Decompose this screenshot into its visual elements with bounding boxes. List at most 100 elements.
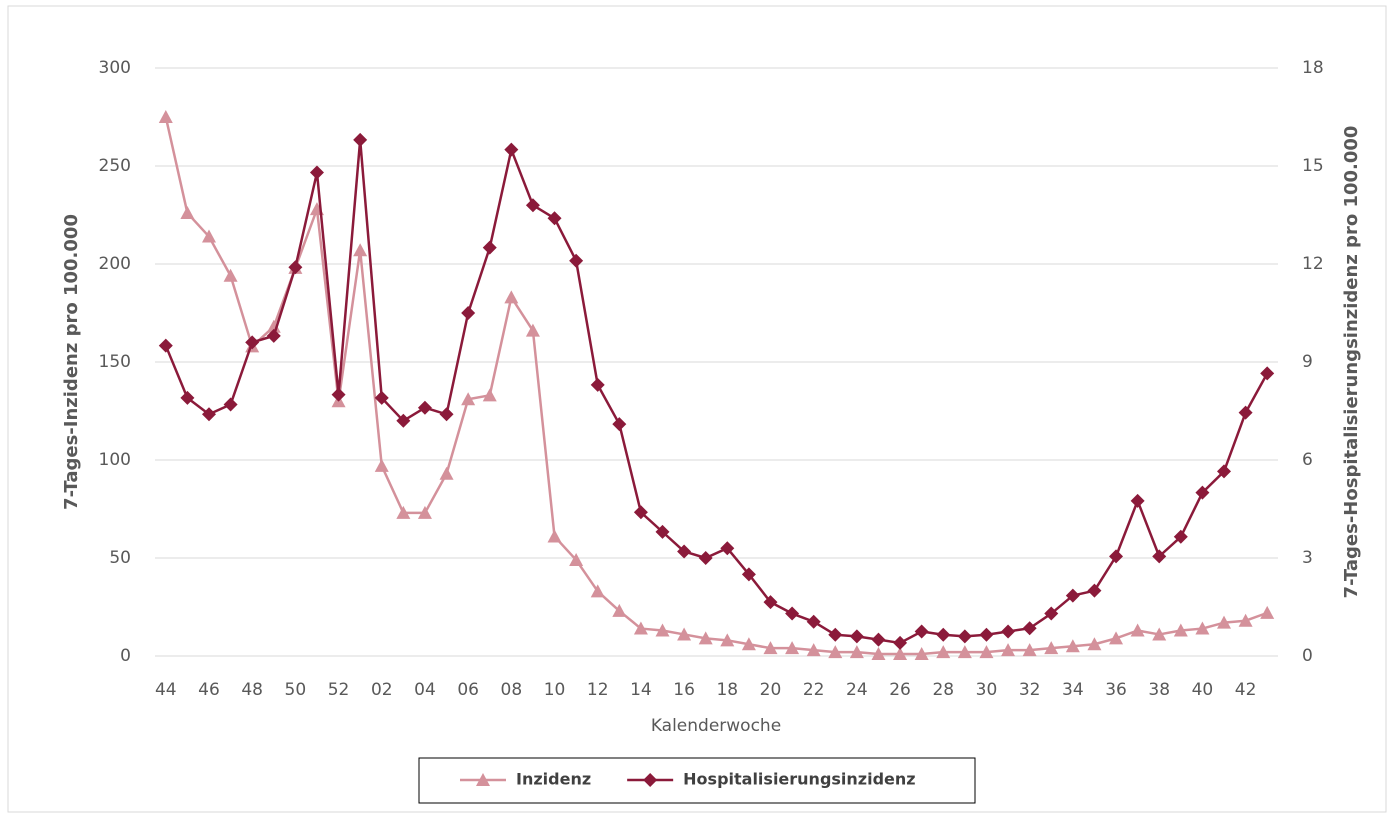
x-tick-label: 28 — [932, 680, 954, 700]
y-axis-title: 7-Tages-Inzidenz pro 100.000 — [61, 214, 82, 510]
data-point — [1217, 615, 1232, 629]
x-tick-label: 10 — [544, 680, 566, 700]
data-point — [849, 629, 864, 644]
x-tick-label: 34 — [1062, 680, 1084, 700]
data-point — [677, 627, 692, 641]
x-tick-label: 08 — [501, 680, 523, 700]
legend-label: Inzidenz — [516, 770, 591, 789]
data-point — [655, 623, 670, 637]
y2-tick-label: 12 — [1302, 254, 1324, 274]
data-point — [590, 584, 605, 598]
data-point — [957, 629, 972, 644]
data-point — [763, 595, 778, 610]
data-point — [482, 388, 497, 402]
y2-tick-label: 3 — [1302, 548, 1313, 568]
data-point — [1109, 549, 1124, 564]
data-point — [1260, 605, 1275, 619]
data-point — [893, 647, 908, 661]
data-point — [1001, 643, 1016, 657]
y-tick-label: 100 — [99, 450, 131, 470]
data-point — [979, 645, 994, 659]
data-point — [914, 647, 929, 661]
data-point — [1130, 623, 1145, 637]
legend-label: Hospitalisierungsinzidenz — [683, 770, 915, 789]
chart-frame — [7, 5, 1387, 813]
data-point — [1173, 529, 1188, 544]
data-point — [223, 397, 238, 412]
data-point — [828, 627, 843, 642]
data-point — [633, 505, 648, 520]
data-point — [504, 142, 519, 157]
data-point — [1065, 588, 1080, 603]
data-point — [417, 400, 432, 415]
data-point — [547, 529, 562, 543]
y-tick-label: 0 — [120, 646, 131, 666]
data-point — [223, 268, 238, 282]
x-tick-label: 12 — [587, 680, 609, 700]
data-point — [482, 240, 497, 255]
data-point — [633, 621, 648, 635]
x-tick-label: 46 — [198, 680, 220, 700]
data-point — [569, 552, 584, 566]
data-point — [979, 627, 994, 642]
data-point — [547, 211, 562, 226]
data-point — [396, 505, 411, 519]
data-point — [698, 551, 713, 565]
x-tick-label: 44 — [155, 680, 177, 700]
data-point — [806, 614, 821, 629]
data-point — [785, 641, 800, 655]
data-point — [201, 229, 216, 243]
data-point — [201, 407, 216, 422]
y2-tick-label: 6 — [1302, 450, 1313, 470]
x-tick-label: 52 — [328, 680, 350, 700]
data-point — [720, 541, 735, 556]
data-point — [439, 407, 454, 422]
data-point — [525, 198, 540, 213]
data-point — [1001, 624, 1016, 639]
data-point — [504, 290, 519, 304]
data-point — [1152, 549, 1167, 564]
x-tick-label: 26 — [889, 680, 911, 700]
data-point — [1173, 623, 1188, 637]
data-point — [158, 110, 173, 123]
data-point — [245, 335, 260, 350]
data-point — [590, 377, 605, 392]
y2-axis-title: 7-Tages-Hospitalisierungsinzidenz pro 10… — [1341, 126, 1362, 599]
data-point — [1044, 641, 1059, 655]
data-point — [893, 635, 908, 650]
data-point — [1087, 637, 1102, 651]
y2-tick-label: 18 — [1302, 58, 1324, 78]
data-point — [871, 647, 886, 661]
x-axis-title: Kalenderwoche — [651, 716, 781, 736]
data-point — [936, 645, 951, 659]
data-point — [1152, 627, 1167, 641]
data-point — [1130, 493, 1145, 508]
data-point — [1044, 606, 1059, 621]
data-point — [374, 458, 389, 472]
x-tick-label: 38 — [1148, 680, 1170, 700]
data-point — [353, 243, 368, 257]
y-tick-label: 50 — [109, 548, 131, 568]
data-point — [461, 392, 476, 406]
legend-box — [418, 757, 976, 804]
data-point — [461, 306, 476, 320]
data-point — [1195, 621, 1210, 635]
data-point — [720, 633, 735, 647]
data-point — [439, 466, 454, 480]
x-tick-label: 36 — [1105, 680, 1127, 700]
y-tick-label: 250 — [99, 156, 131, 176]
data-point — [180, 206, 195, 220]
data-point — [828, 645, 843, 659]
y2-tick-label: 15 — [1302, 156, 1324, 176]
data-point — [763, 641, 778, 655]
data-point — [1022, 621, 1037, 636]
y-tick-label: 200 — [99, 254, 131, 274]
data-point — [1260, 366, 1275, 381]
x-tick-label: 40 — [1192, 680, 1214, 700]
x-tick-label: 16 — [673, 680, 695, 700]
data-point — [612, 603, 627, 617]
series-line — [164, 138, 1269, 645]
data-point — [1065, 639, 1080, 653]
x-tick-label: 18 — [716, 680, 738, 700]
